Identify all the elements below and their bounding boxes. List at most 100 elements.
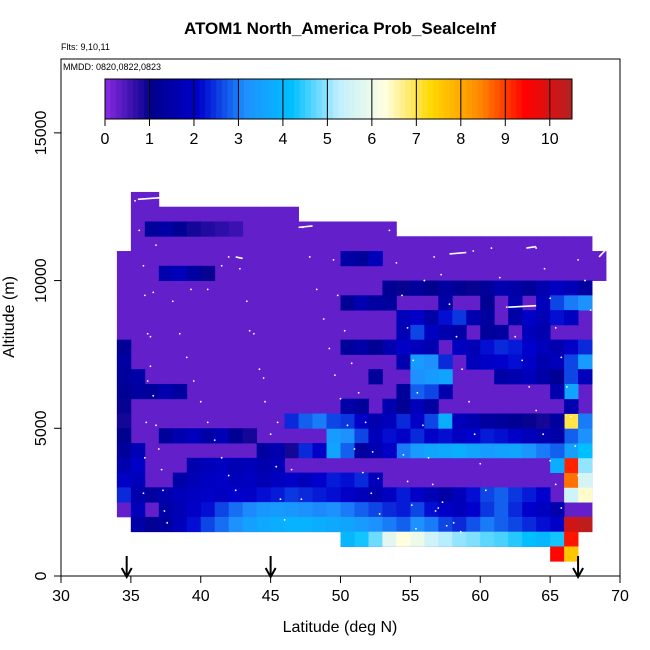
track-segment: [508, 304, 537, 308]
colorbar-swatch: [527, 79, 534, 119]
heatmap-cell: [186, 413, 202, 429]
heatmap-cell: [158, 310, 174, 326]
heatmap-cell: [270, 265, 286, 281]
track-point: [461, 368, 463, 371]
heatmap-cell: [200, 443, 216, 459]
heatmap-cell: [256, 369, 272, 385]
track-point: [190, 288, 192, 291]
heatmap-cell: [228, 502, 244, 518]
track-point: [402, 453, 405, 456]
heatmap-cell: [256, 413, 272, 429]
track-point: [262, 377, 265, 379]
heatmap-cell: [382, 531, 397, 547]
heatmap-cell: [130, 457, 146, 473]
track-point: [134, 199, 136, 202]
heatmap-cell: [270, 369, 286, 385]
colorbar-swatch: [321, 79, 328, 119]
track-point: [535, 409, 538, 412]
track-point: [339, 397, 342, 400]
heatmap-cell: [298, 457, 313, 473]
heatmap-cell: [396, 236, 411, 252]
track-point: [220, 456, 223, 459]
track-point: [577, 258, 579, 261]
heatmap-cell: [116, 280, 132, 296]
heatmap-cell: [480, 295, 495, 311]
heatmap-cell: [354, 369, 369, 385]
track-point: [308, 256, 311, 258]
heatmap-cell: [228, 251, 244, 267]
heatmap-cell: [144, 324, 160, 341]
track-point: [574, 445, 577, 447]
heatmap-cell: [228, 280, 244, 296]
track-point: [275, 465, 278, 468]
heatmap-cell: [158, 354, 174, 370]
track-point: [248, 329, 251, 332]
heatmap-cell: [298, 354, 313, 370]
heatmap-cell: [340, 280, 355, 296]
heatmap-cell: [312, 516, 327, 533]
track-point: [328, 347, 331, 350]
heatmap-cell: [522, 413, 537, 429]
heatmap-cell: [536, 516, 551, 533]
heatmap-cell: [438, 339, 453, 355]
track-point: [283, 518, 286, 521]
heatmap-cell: [200, 487, 216, 503]
heatmap-cell: [144, 206, 160, 222]
heatmap-cell: [340, 236, 355, 252]
track-point: [410, 504, 413, 506]
track-point: [290, 468, 293, 471]
colorbar-swatch: [338, 79, 345, 119]
heatmap-cell: [326, 428, 341, 444]
heatmap-cell: [452, 295, 467, 311]
heatmap-cell: [130, 236, 146, 252]
heatmap-cell: [522, 516, 537, 533]
y-tick-label: 10000: [33, 258, 50, 303]
heatmap-cell: [256, 428, 272, 444]
heatmap-cell: [256, 265, 272, 281]
heatmap-cell: [550, 383, 565, 400]
colorbar-swatch: [421, 79, 428, 119]
heatmap-cell: [480, 354, 495, 370]
track-segment: [235, 256, 243, 260]
x-axis: 30 35 40 45 50 55 60 65 70: [52, 576, 629, 605]
heatmap-cell: [410, 280, 425, 296]
heatmap-cell: [452, 324, 467, 341]
heatmap-cell: [242, 354, 258, 370]
heatmap-cell: [130, 487, 146, 503]
track-point: [361, 471, 364, 474]
heatmap-cell: [200, 280, 216, 296]
track-point: [206, 421, 209, 424]
colorbar-swatch: [105, 79, 112, 119]
colorbar-swatch: [149, 79, 156, 119]
heatmap-cell: [550, 428, 565, 444]
heatmap-cell: [424, 369, 439, 385]
heatmap-cell: [452, 339, 467, 355]
heatmap-cell: [144, 280, 160, 296]
heatmap-cell: [522, 295, 537, 311]
track-point: [595, 338, 598, 341]
x-tick-label: 60: [471, 588, 489, 605]
heatmap-cell: [522, 487, 537, 503]
heatmap-cell: [200, 354, 216, 370]
heatmap-cell: [312, 487, 327, 503]
heatmap-cell: [508, 310, 523, 326]
track-point: [264, 400, 266, 403]
heatmap-cell: [396, 516, 411, 533]
heatmap-cell: [298, 310, 313, 326]
heatmap-cell: [172, 398, 188, 414]
heatmap-cell: [214, 339, 230, 355]
heatmap-cell: [186, 487, 202, 503]
heatmap-cell: [550, 546, 565, 562]
heatmap-cell: [284, 339, 299, 355]
heatmap-cell: [508, 487, 523, 503]
heatmap-cell: [326, 280, 341, 296]
heatmap-cell: [326, 310, 341, 326]
heatmap-cell: [340, 339, 355, 355]
heatmap-cell: [242, 383, 258, 400]
heatmap-cell: [424, 428, 439, 444]
heatmap-cell: [480, 502, 495, 518]
heatmap-cell: [340, 516, 355, 533]
heatmap-cell: [396, 487, 411, 503]
heatmap-cell: [466, 280, 481, 296]
track-point: [152, 394, 155, 397]
